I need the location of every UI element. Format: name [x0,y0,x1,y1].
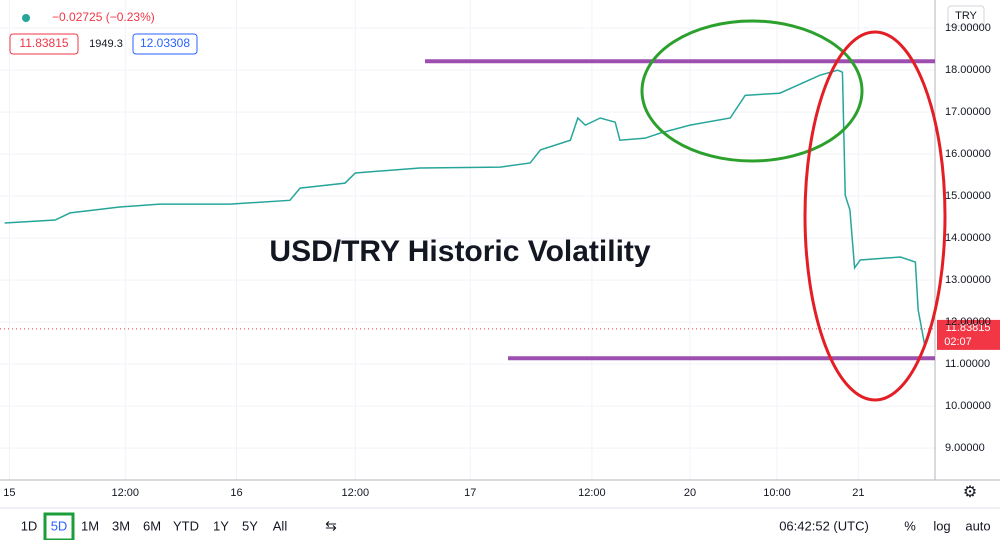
x-tick-label: 20 [684,487,696,499]
y-tick-label: 18.00000 [945,64,991,76]
ask[interactable]: 12.03308 [140,36,190,50]
range-button[interactable]: 1Y [213,518,229,533]
x-tick-label: 12:00 [112,487,140,499]
y-tick-label: 17.00000 [945,106,991,118]
bid[interactable]: 11.83815 [19,36,68,50]
highlight-ellipse [803,30,947,402]
y-tick-label: 15.00000 [945,190,991,202]
x-tick-label: 12:00 [578,487,606,499]
y-tick-label: 10.00000 [945,400,991,412]
date-range-icon[interactable]: ⇆ [325,518,337,534]
price-line [4,69,932,349]
x-tick-label: 12:00 [342,487,370,499]
x-tick-label: 21 [852,487,864,499]
y-tick-label: 9.00000 [945,442,985,454]
toolbar: 1D 5D 1M 3M 6M YTD 1Y 5Y All 06:42:52 (UTC)% log au… [21,512,991,540]
ask-box[interactable] [132,33,198,55]
clock: 06:42:52 (UTC) [779,518,869,533]
spread: 1949.3 [89,38,123,50]
range-button[interactable]: 6M [143,518,161,533]
settings-icon[interactable]: ⚙ [963,484,977,501]
axis-option[interactable]: auto [965,518,990,533]
x-tick-label: 17 [464,487,476,499]
status-dot [22,14,30,22]
price-label: 11.83815 [945,322,990,334]
currency-box[interactable] [947,5,985,27]
range-button[interactable]: 3M [112,518,130,533]
x-tick-label: 16 [230,487,242,499]
x-tick-label: 15 [3,487,15,499]
range-button[interactable]: 1D [21,518,38,533]
grid [0,0,935,480]
axis-option[interactable]: log [933,518,950,533]
change: −0.02725 (−0.23%) [52,10,155,24]
range-button[interactable]: 5Y [242,518,258,533]
y-tick-label: 19.00000 [945,22,991,34]
y-tick-label: 16.00000 [945,148,991,160]
y-tick-label: 14.00000 [945,232,991,244]
range-button[interactable]: All [273,518,288,533]
highlight-ellipse [640,19,864,163]
y-tick-label: 13.00000 [945,274,991,286]
price-badge [937,319,1000,350]
range-button[interactable]: 5D [51,518,68,533]
range-button[interactable]: 1M [81,518,99,533]
range-button[interactable]: YTD [173,518,199,533]
selected-range [43,512,75,540]
y-tick-label: 12.00000 [945,316,991,328]
bid-box[interactable] [9,33,79,55]
currency[interactable]: TRY [955,10,977,22]
axis-option[interactable]: % [904,518,916,533]
chart-title: USD/TRY Historic Volatility [269,235,650,268]
y-tick-label: 11.00000 [945,358,990,370]
x-tick-label: 10:00 [763,487,791,499]
countdown: 02:07 [944,336,972,348]
